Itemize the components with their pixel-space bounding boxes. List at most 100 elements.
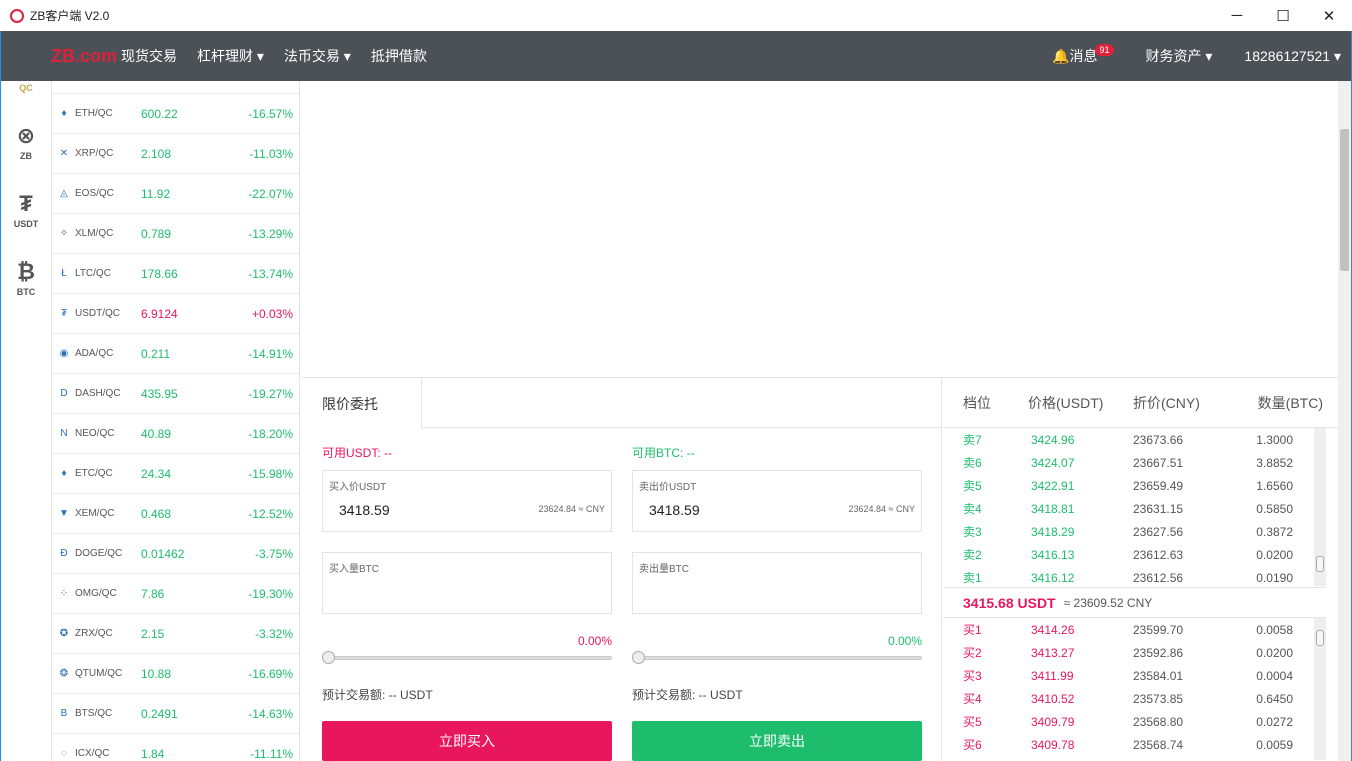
account-menu[interactable]: 18286127521 ▾ bbox=[1244, 47, 1341, 64]
sell-price-input[interactable]: 卖出价USDT 3418.59 23624.84 ≈ CNY bbox=[632, 470, 922, 532]
market-row[interactable]: ▼ XEM/QC 0.468 -12.52% bbox=[53, 494, 299, 534]
pair: XEM/QC bbox=[75, 508, 115, 519]
coin-icon: ◉ bbox=[59, 348, 69, 359]
market-row[interactable]: ❂ QTUM/QC 10.88 -16.69% bbox=[53, 654, 299, 694]
sell-percent: 0.00% bbox=[887, 634, 922, 648]
tether-icon: ₮ bbox=[19, 191, 33, 216]
coin-icon: B bbox=[60, 708, 68, 719]
market-row[interactable]: Ł LTC/QC 178.66 -13.74% bbox=[53, 254, 299, 294]
brand-logo[interactable]: ZB.com bbox=[51, 45, 118, 66]
price: 11.92 bbox=[141, 186, 171, 201]
nav-loan[interactable]: 抵押借款 bbox=[370, 48, 427, 64]
buy-amount-input[interactable]: 买入量BTC bbox=[322, 552, 612, 614]
market-row[interactable]: ₮ USDT/QC 6.9124 +0.03% bbox=[53, 294, 299, 334]
change: -19.30% bbox=[248, 586, 293, 601]
change: -14.63% bbox=[248, 706, 293, 721]
ask-row[interactable]: 卖5 3422.91 23659.49 1.6560 bbox=[963, 478, 1293, 494]
bid-row[interactable]: 买4 3410.52 23573.85 0.6450 bbox=[963, 691, 1293, 707]
price: 0.2491 bbox=[141, 706, 178, 721]
ask-row[interactable]: 卖6 3424.07 23667.51 3.8852 bbox=[963, 455, 1293, 471]
change: -19.27% bbox=[248, 386, 293, 401]
message-count-badge: 91 bbox=[1095, 44, 1114, 56]
market-row[interactable]: ♦ ETC/QC 24.34 -15.98% bbox=[53, 454, 299, 494]
buy-price-input[interactable]: 买入价USDT 3418.59 23624.84 ≈ CNY bbox=[322, 470, 612, 532]
coin-icon: ♦ bbox=[61, 468, 67, 479]
pair: XRP/QC bbox=[75, 148, 114, 159]
bid-row[interactable]: 买6 3409.78 23568.74 0.0059 bbox=[963, 737, 1293, 753]
price: 6.9124 bbox=[141, 306, 178, 321]
price: 0.789 bbox=[141, 226, 172, 241]
messages-button[interactable]: 🔔消息 91 bbox=[1052, 44, 1114, 66]
bid-row[interactable]: 买5 3409.79 23568.80 0.0272 bbox=[963, 714, 1293, 730]
pair: BTS/QC bbox=[75, 708, 113, 719]
buy-slider[interactable] bbox=[322, 651, 612, 664]
price: 1.84 bbox=[141, 746, 165, 761]
change: -15.98% bbox=[248, 466, 293, 481]
bid-row[interactable]: 买1 3414.26 23599.70 0.0058 bbox=[963, 622, 1293, 638]
bid-row[interactable]: 买2 3413.27 23592.86 0.0200 bbox=[963, 645, 1293, 661]
bid-row[interactable]: 买3 3411.99 23584.01 0.0004 bbox=[963, 668, 1293, 684]
ask-row[interactable]: 卖1 3416.12 23612.56 0.0190 bbox=[963, 570, 1293, 586]
market-row[interactable]: D DASH/QC 435.95 -19.27% bbox=[53, 374, 299, 414]
pair: EOS/QC bbox=[75, 188, 114, 199]
sell-button[interactable]: 立即卖出 bbox=[632, 721, 922, 761]
market-row[interactable]: Ð DOGE/QC 0.01462 -3.75% bbox=[53, 534, 299, 574]
ask-row[interactable]: 卖4 3418.81 23631.15 0.5850 bbox=[963, 501, 1293, 517]
ask-row[interactable]: 卖3 3418.29 23627.56 0.3872 bbox=[963, 524, 1293, 540]
bids-scrollbar[interactable] bbox=[1314, 618, 1326, 760]
nav-margin[interactable]: 杠杆理财 ▾ bbox=[197, 48, 264, 64]
change: +0.03% bbox=[251, 306, 293, 321]
market-row[interactable]: ◌ ICX/QC 1.84 -11.11% bbox=[53, 734, 299, 761]
buy-estimate: 预计交易额: -- USDT bbox=[322, 688, 433, 702]
tab-limit-order[interactable]: 限价委托 bbox=[302, 378, 422, 429]
market-row[interactable]: ⁘ OMG/QC 7.86 -19.30% bbox=[53, 574, 299, 614]
currency-sidebar: QC ⊗ ZB ₮ USDT ₿ BTC bbox=[0, 81, 52, 761]
order-panel: 限价委托 可用USDT: -- 买入价USDT 3418.59 23624.84… bbox=[302, 378, 942, 761]
assets-menu[interactable]: 财务资产 ▾ bbox=[1145, 48, 1213, 64]
sidebar-item-zb[interactable]: ⊗ ZB bbox=[1, 117, 51, 185]
minimize-button[interactable]: ─ bbox=[1231, 7, 1243, 24]
price: 0.01462 bbox=[141, 546, 185, 561]
buy-button[interactable]: 立即买入 bbox=[322, 721, 612, 761]
market-list: ♦ ETH/QC 600.22 -16.57% ✕ XRP/QC 2.108 -11.03% ◬… bbox=[53, 81, 300, 761]
bids-list: 买1 3414.26 23599.70 0.0058 买2 3413.27 23592.86… bbox=[943, 618, 1326, 760]
market-row[interactable]: N NEO/QC 40.89 -18.20% bbox=[53, 414, 299, 454]
sell-amount-input[interactable]: 卖出量BTC bbox=[632, 552, 922, 614]
market-row[interactable]: ◬ EOS/QC 11.92 -22.07% bbox=[53, 174, 299, 214]
market-row[interactable]: ✕ XRP/QC 2.108 -11.03% bbox=[53, 134, 299, 174]
price: 0.211 bbox=[141, 346, 171, 361]
bitcoin-icon: ₿ bbox=[17, 259, 35, 284]
coin-icon: ◌ bbox=[61, 748, 67, 759]
nav-fiat[interactable]: 法币交易 ▾ bbox=[283, 48, 351, 64]
sell-slider[interactable] bbox=[632, 651, 922, 664]
available-btc: 可用BTC: -- bbox=[632, 446, 695, 460]
slider-handle[interactable] bbox=[322, 651, 335, 664]
maximize-button[interactable]: ☐ bbox=[1276, 7, 1290, 25]
market-row[interactable]: ♦ ETH/QC 600.22 -16.57% bbox=[53, 94, 299, 134]
market-row[interactable]: ✪ ZRX/QC 2.15 -3.32% bbox=[53, 614, 299, 654]
ask-row[interactable]: 卖2 3416.13 23612.63 0.0200 bbox=[963, 547, 1293, 563]
pair: XLM/QC bbox=[75, 228, 114, 239]
coin-icon: Ð bbox=[60, 548, 68, 559]
price: 7.86 bbox=[141, 586, 165, 601]
market-row[interactable]: B BTS/QC 0.2491 -14.63% bbox=[53, 694, 299, 734]
nav-spot-trading[interactable]: 现货交易 bbox=[121, 48, 177, 64]
close-button[interactable]: ✕ bbox=[1322, 7, 1336, 25]
app-logo-icon bbox=[10, 8, 24, 23]
window-title: ZB客户端 V2.0 bbox=[30, 9, 110, 23]
sidebar-item-btc[interactable]: ₿ BTC bbox=[1, 253, 51, 321]
ask-row[interactable]: 卖7 3424.96 23673.66 1.3000 bbox=[963, 432, 1293, 448]
sidebar-item-qc[interactable]: QC bbox=[19, 83, 33, 93]
price: 2.15 bbox=[141, 626, 165, 641]
sidebar-item-usdt[interactable]: ₮ USDT bbox=[1, 185, 51, 253]
change: -13.74% bbox=[248, 266, 293, 281]
market-row[interactable]: ◉ ADA/QC 0.211 -14.91% bbox=[53, 334, 299, 374]
slider-handle[interactable] bbox=[632, 651, 645, 664]
pair: DOGE/QC bbox=[75, 548, 123, 559]
main-scrollbar[interactable] bbox=[1338, 81, 1352, 761]
market-row[interactable]: ✧ XLM/QC 0.789 -13.29% bbox=[53, 214, 299, 254]
pair: ADA/QC bbox=[75, 348, 114, 359]
zb-icon: ⊗ bbox=[16, 123, 36, 148]
asks-scrollbar[interactable] bbox=[1314, 428, 1326, 586]
buy-form: 可用USDT: -- 买入价USDT 3418.59 23624.84 ≈ CN… bbox=[322, 444, 612, 761]
